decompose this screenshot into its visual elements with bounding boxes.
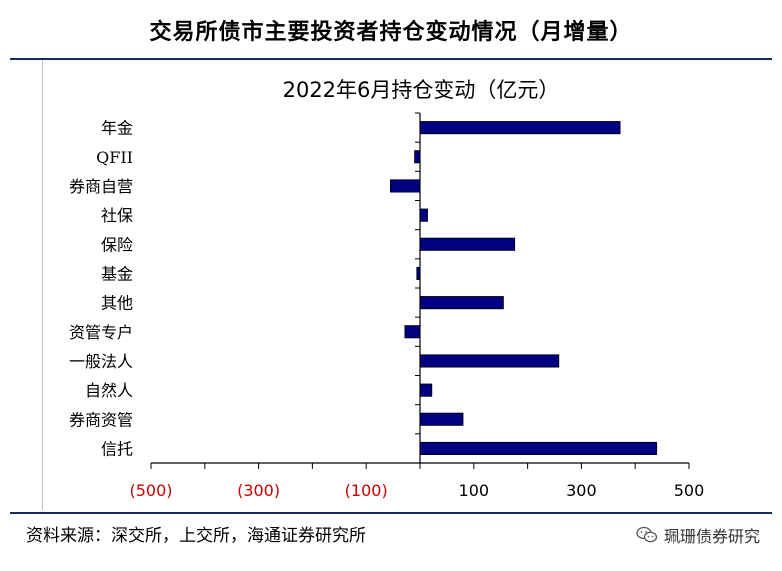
page-title: 交易所债市主要投资者持仓变动情况（月增量）	[149, 19, 633, 45]
bar-7	[404, 325, 421, 339]
x-tick-label: 300	[566, 481, 597, 500]
top-divider	[10, 58, 772, 60]
bar-9	[419, 383, 433, 397]
bar-6	[419, 296, 504, 310]
category-label: 券商资管	[69, 410, 133, 429]
bar-8	[419, 354, 560, 368]
brand-watermark: 珮珊债券研究	[636, 523, 760, 547]
brand-name: 珮珊债券研究	[663, 527, 760, 546]
category-label: 基金	[101, 264, 133, 283]
bottom-divider	[10, 512, 772, 514]
wechat-icon	[636, 526, 658, 543]
x-tick-label: (100)	[345, 481, 388, 500]
category-label: 社保	[101, 206, 133, 225]
title-band: 交易所债市主要投资者持仓变动情况（月增量）	[0, 0, 782, 64]
x-tick-label: (500)	[129, 481, 172, 500]
bar-0	[419, 121, 621, 135]
category-label: 其他	[101, 294, 133, 313]
category-label: 保险	[101, 235, 133, 254]
category-label: QFII	[96, 148, 133, 167]
bar-2	[389, 179, 421, 193]
bar-10	[419, 412, 464, 426]
x-tick-label: (300)	[237, 481, 280, 500]
chart-title: 2022年6月持仓变动（亿元）	[283, 78, 560, 102]
bar-3	[419, 208, 428, 222]
bars-group	[389, 121, 658, 455]
category-label: 资管专户	[69, 323, 133, 342]
category-label: 一般法人	[69, 352, 133, 371]
chart-area: 2022年6月持仓变动（亿元） 年金 QFII 券商自营社保保险基金其他资管专户一般…	[0, 60, 782, 510]
category-label: 信托	[101, 439, 133, 458]
category-label: 年金	[101, 119, 133, 138]
x-tick-label: 100	[459, 481, 490, 500]
category-label: 自然人	[85, 381, 133, 400]
category-label: 券商自营	[69, 177, 133, 196]
x-tick-label: 500	[674, 481, 705, 500]
bar-1	[414, 150, 421, 164]
bar-4	[419, 237, 516, 251]
bar-11	[419, 441, 658, 455]
left-border	[42, 60, 43, 510]
source-note: 资料来源：深交所，上交所，海通证券研究所	[26, 526, 366, 546]
bar-chart: 2022年6月持仓变动（亿元） 年金 QFII 券商自营社保保险基金其他资管专户一般…	[69, 78, 705, 500]
